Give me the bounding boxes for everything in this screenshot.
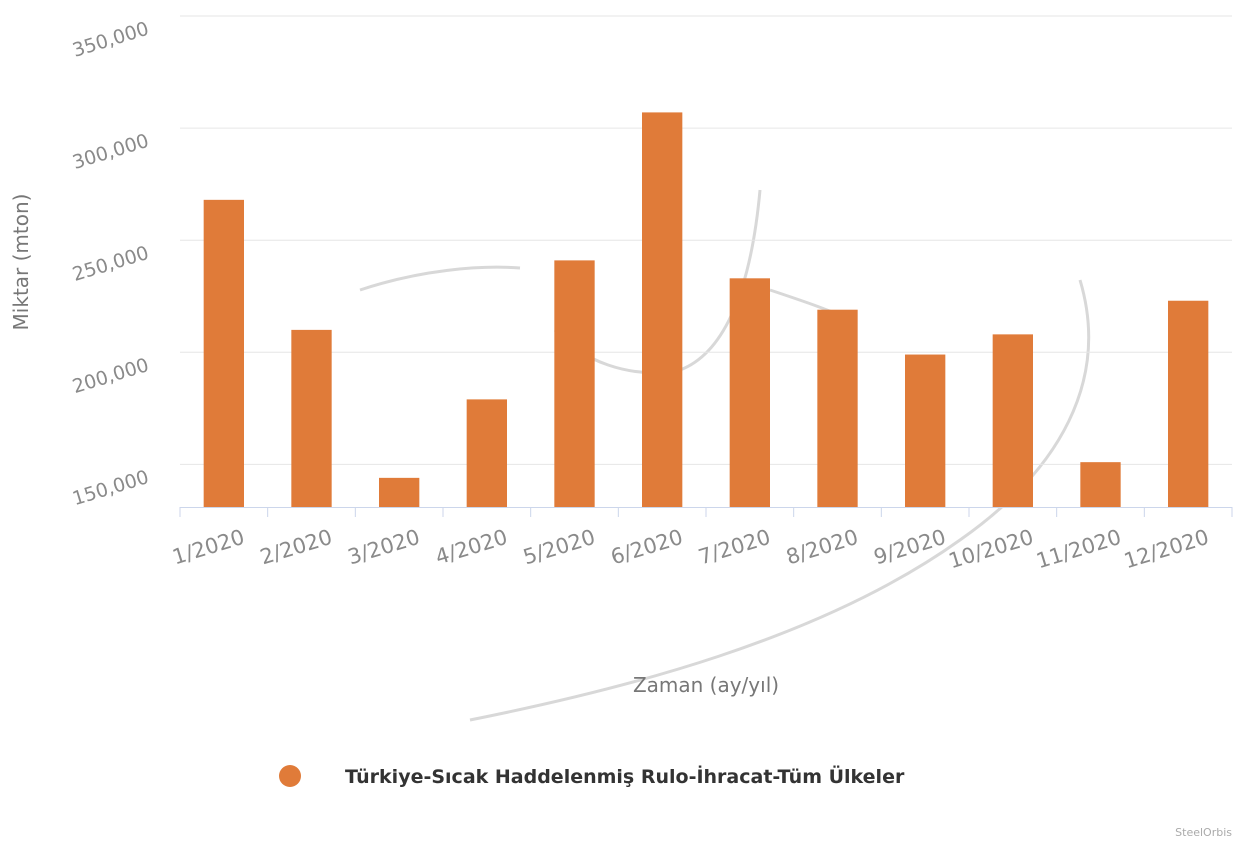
bar[interactable] [291,329,332,507]
bar[interactable] [817,309,858,507]
bar[interactable] [905,354,946,507]
bars [203,112,1209,508]
x-tick-label: 12/2020 [1121,525,1211,573]
x-tick-label: 4/2020 [433,525,511,570]
y-tick-label: 150,000 [70,466,152,510]
y-tick-label: 300,000 [70,130,152,174]
x-axis-title: Zaman (ay/yıl) [633,673,779,697]
x-tick-label: 10/2020 [946,525,1036,573]
bar[interactable] [992,334,1033,507]
bar[interactable] [729,278,770,507]
x-tick-label: 6/2020 [608,525,686,570]
y-tick-label: 250,000 [70,242,152,286]
bar[interactable] [554,260,595,507]
bar[interactable] [466,399,507,507]
legend-marker [279,765,301,787]
legend[interactable]: Türkiye-Sıcak Haddelenmiş Rulo-İhracat-T… [279,764,905,788]
x-tick-label: 1/2020 [170,525,248,570]
bar[interactable] [203,199,244,508]
x-tick-label: 2/2020 [257,525,335,570]
x-tick-label: 8/2020 [783,525,861,570]
x-tick-label: 9/2020 [871,525,949,570]
bar[interactable] [379,477,420,507]
y-axis-title: Miktar (mton) [9,194,33,331]
y-tick-label: 200,000 [70,354,152,398]
x-tick-label: 3/2020 [345,525,423,570]
x-tick-label: 5/2020 [520,525,598,570]
credit-text[interactable]: SteelOrbis [1175,826,1232,839]
bar[interactable] [1168,300,1209,507]
x-axis: 1/2020 2/2020 3/2020 4/2020 5/2020 6/2020 7/20… [170,507,1233,573]
bar[interactable] [642,112,683,507]
bar[interactable] [1080,462,1121,507]
x-tick-label: 11/2020 [1034,525,1124,573]
gridlines [180,15,1232,465]
y-axis-ticks: 150,000 200,000 250,000 300,000 350,000 [70,18,152,510]
y-tick-label: 350,000 [70,18,152,62]
legend-label[interactable]: Türkiye-Sıcak Haddelenmiş Rulo-İhracat-T… [345,764,905,788]
x-tick-label: 7/2020 [696,525,774,570]
